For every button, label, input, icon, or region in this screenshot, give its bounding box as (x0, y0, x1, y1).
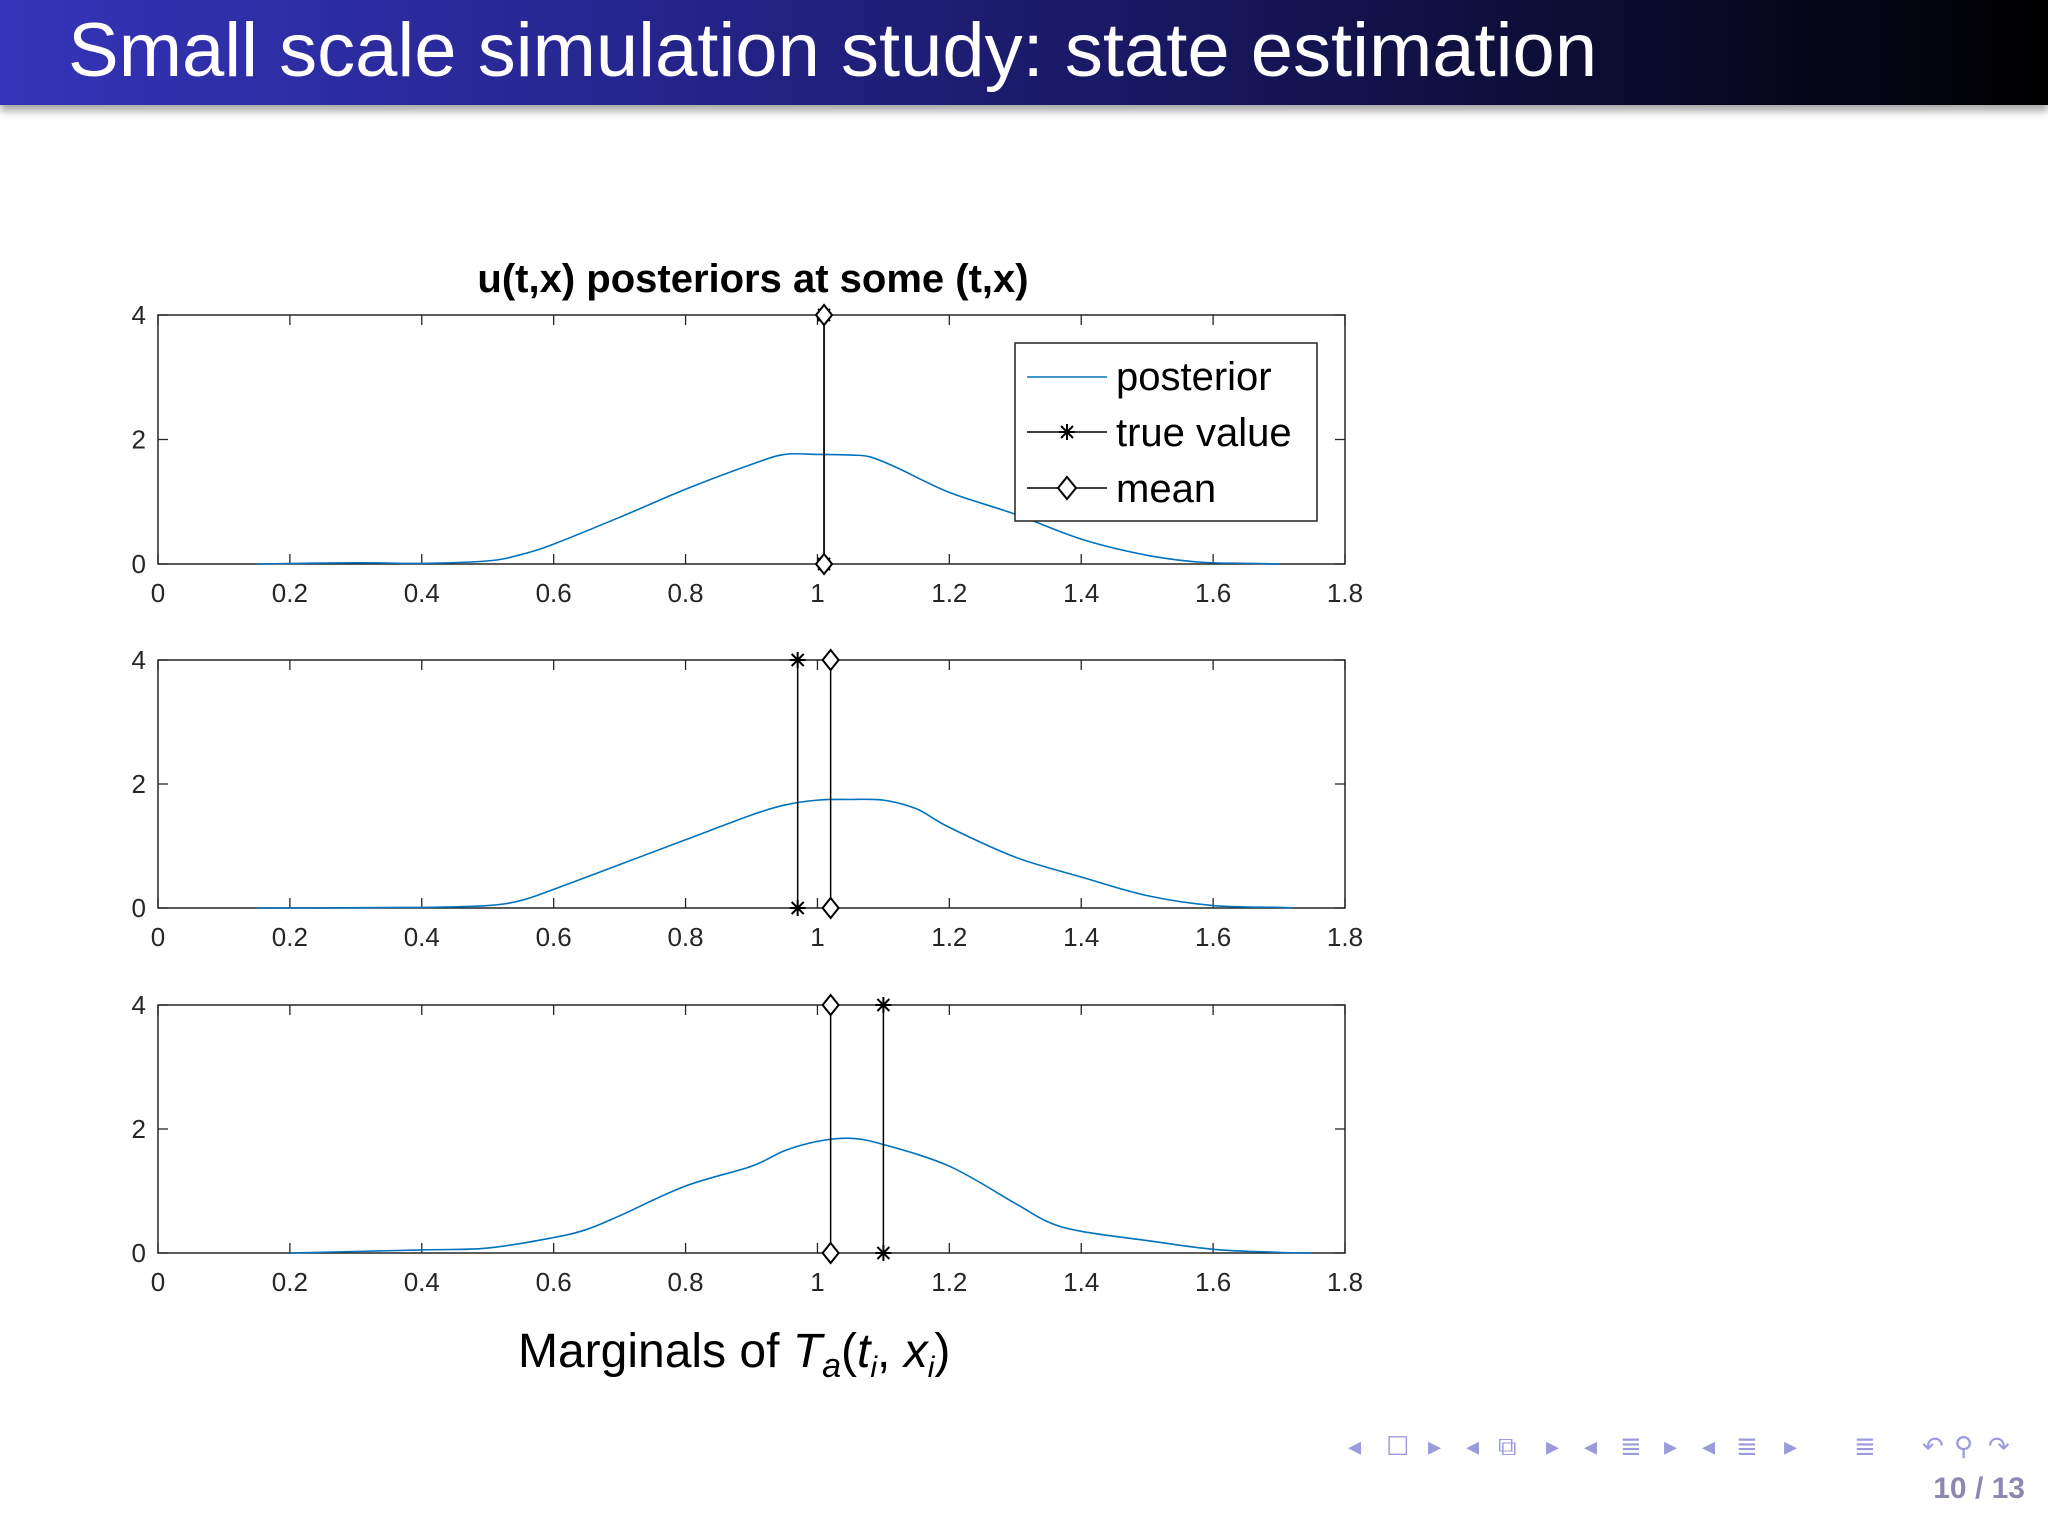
y-tick-label: 0 (132, 1238, 146, 1268)
x-tick-label: 0.4 (404, 922, 440, 952)
x-tick-label: 1.6 (1195, 922, 1231, 952)
y-tick-label: 2 (132, 769, 146, 799)
title-bar: Small scale simulation study: state esti… (0, 0, 2048, 105)
y-tick-label: 0 (132, 549, 146, 579)
x-tick-label: 1 (810, 1267, 824, 1297)
true-value-marker-bottom (875, 1245, 892, 1261)
y-tick-label: 2 (132, 1114, 146, 1144)
mean-marker-top (814, 303, 834, 327)
y-tick-label: 0 (132, 893, 146, 923)
chart-title: u(t,x) posteriors at some (t,x) (477, 257, 1028, 301)
nav-next-arrow[interactable]: ▸ (1428, 1432, 1442, 1462)
posterior-line (289, 1137, 1313, 1254)
nav-prev-arrow[interactable]: ◂ (1348, 1432, 1362, 1462)
legend: posterior true value mean (1014, 342, 1318, 522)
x-tick-label: 0 (151, 1267, 165, 1297)
posterior-line (256, 798, 1293, 909)
nav-undo-icon[interactable]: ↶ (1922, 1432, 1944, 1462)
nav-prev-arrow[interactable]: ◂ (1466, 1432, 1480, 1462)
y-tick-label: 4 (132, 300, 146, 330)
x-axis-label: Marginals of Ta(ti, xi) (518, 1325, 950, 1385)
true-value-marker-top (875, 997, 892, 1013)
x-tick-label: 0 (151, 578, 165, 608)
y-tick-label: 2 (132, 425, 146, 455)
y-tick-label: 4 (132, 645, 146, 675)
x-tick-label: 1.8 (1327, 922, 1363, 952)
x-tick-label: 0 (151, 922, 165, 952)
nav-subsection-icon[interactable]: ⧉ (1498, 1432, 1517, 1462)
nav-frame-icon[interactable]: ☐ (1386, 1432, 1410, 1462)
axes-box (157, 1004, 1346, 1254)
x-tick-label: 1 (810, 578, 824, 608)
x-tick-label: 0.6 (536, 922, 572, 952)
posterior-line (256, 452, 1280, 565)
nav-align-icon[interactable]: ≣ (1854, 1432, 1876, 1462)
mean-marker-top (821, 648, 840, 672)
x-tick-label: 1.6 (1195, 578, 1231, 608)
nav-redo-icon[interactable]: ↷ (1988, 1432, 2010, 1462)
x-tick-label: 1.6 (1195, 1267, 1231, 1297)
x-tick-label: 1.8 (1327, 578, 1363, 608)
x-tick-label: 1.2 (931, 922, 967, 952)
mean-marker-bottom (814, 552, 834, 576)
nav-next-arrow[interactable]: ▸ (1546, 1432, 1560, 1462)
x-tick-label: 0.8 (667, 1267, 703, 1297)
subplot-2: 0 0.2 0.4 0.6 0.8 1 1.2 1.4 1.6 1.8 0 2 4 (132, 645, 1364, 952)
y-tick-label: 4 (132, 990, 146, 1020)
legend-mean-label: mean (1116, 467, 1216, 511)
nav-section-icon[interactable]: ≣ (1620, 1432, 1642, 1462)
subplot-3: 0 0.2 0.4 0.6 0.8 1 1.2 1.4 1.6 1.8 0 2 4 (132, 990, 1364, 1297)
nav-prev-arrow[interactable]: ◂ (1584, 1432, 1598, 1462)
page-number: 10 / 13 (1933, 1472, 2025, 1505)
x-tick-label: 1 (810, 922, 824, 952)
legend-posterior-label: posterior (1116, 355, 1272, 399)
legend-mean-marker (1056, 475, 1078, 501)
nav-next-arrow[interactable]: ▸ (1664, 1432, 1678, 1462)
x-tick-label: 1.8 (1327, 1267, 1363, 1297)
legend-true-value-label: true value (1116, 411, 1292, 455)
x-tick-label: 0.2 (272, 922, 308, 952)
mean-marker-bottom (821, 896, 840, 920)
x-tick-label: 1.4 (1063, 1267, 1099, 1297)
x-tick-label: 0.2 (272, 578, 308, 608)
nav-search-icon[interactable]: ⚲ (1954, 1432, 1974, 1462)
x-tick-label: 0.4 (404, 1267, 440, 1297)
x-tick-label: 0.4 (404, 578, 440, 608)
true-value-marker-bottom (789, 900, 806, 916)
x-tick-label: 0.8 (667, 578, 703, 608)
nav-next-arrow[interactable]: ▸ (1784, 1432, 1798, 1462)
beamer-navigation[interactable]: ◂ ☐ ▸ ◂ ⧉ ▸ ◂ ≣ ▸ ◂ ≣ ▸ ≣ ↶ ⚲ ↷ (1348, 1432, 2038, 1472)
legend-true-value-marker (1059, 424, 1075, 440)
x-tick-label: 1.4 (1063, 578, 1099, 608)
x-tick-label: 0.6 (536, 1267, 572, 1297)
mean-marker-top (821, 993, 840, 1017)
x-tick-label: 0.8 (667, 922, 703, 952)
x-tick-label: 0.6 (536, 578, 572, 608)
axes-box (157, 659, 1346, 909)
x-tick-label: 1.2 (931, 578, 967, 608)
x-tick-label: 1.4 (1063, 922, 1099, 952)
mean-marker-bottom (821, 1241, 840, 1265)
x-tick-label: 1.2 (931, 1267, 967, 1297)
nav-section-align-icon[interactable]: ≣ (1736, 1432, 1758, 1462)
slide-title: Small scale simulation study: state esti… (68, 8, 1598, 93)
x-tick-label: 0.2 (272, 1267, 308, 1297)
true-value-marker-top (789, 652, 806, 668)
nav-prev-arrow[interactable]: ◂ (1702, 1432, 1716, 1462)
